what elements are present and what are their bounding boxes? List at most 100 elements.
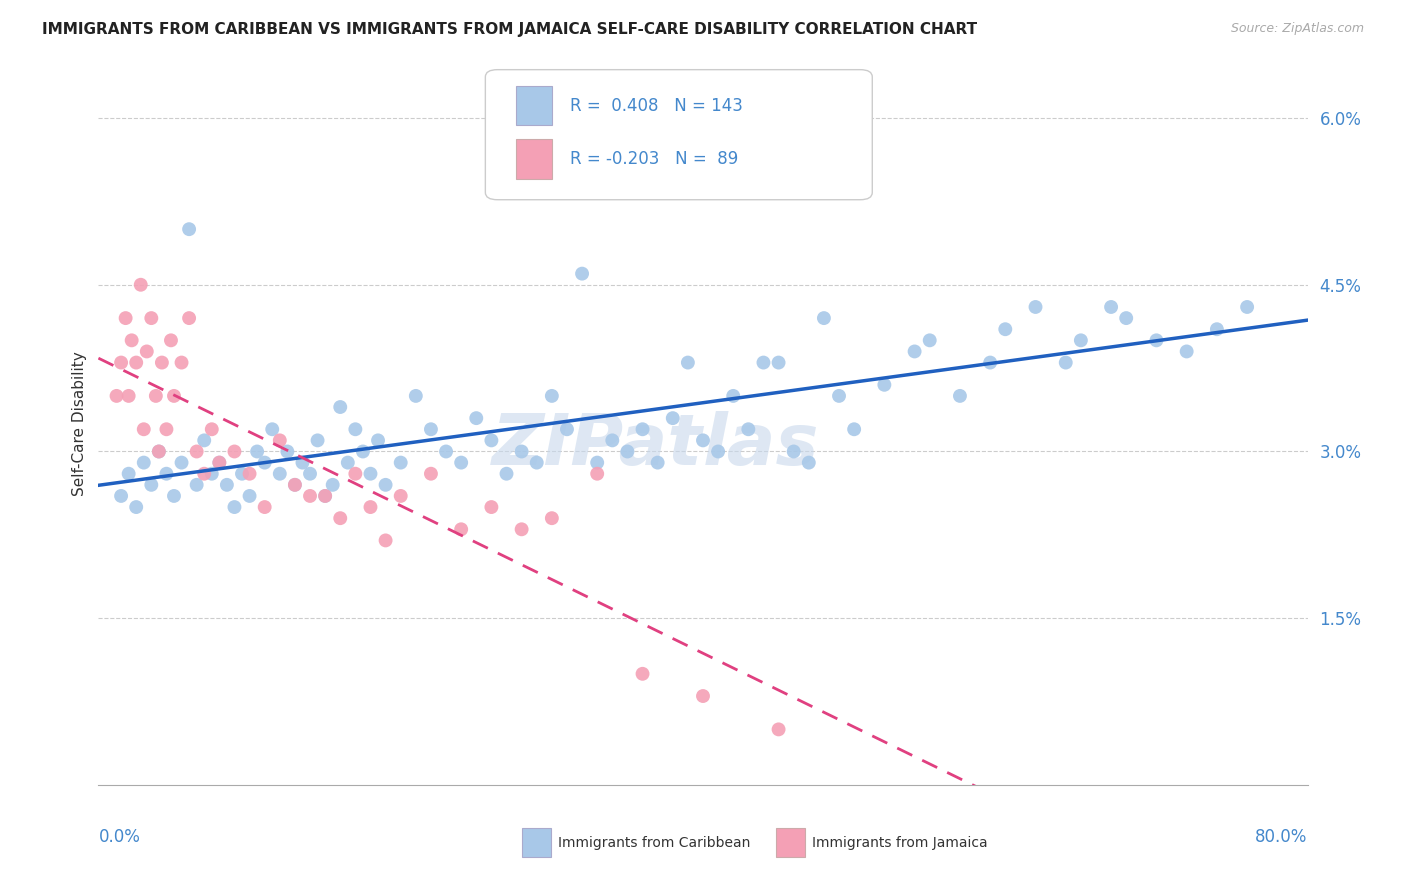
Point (367, 434, 389, 448)
Point (723, 389, 745, 403)
Point (602, 434, 624, 448)
Point (179, 311, 201, 326)
Point (329, 400, 352, 414)
Text: R = -0.203   N =  89: R = -0.203 N = 89 (569, 150, 738, 168)
Text: las: las (703, 411, 820, 480)
Text: IMMIGRANTS FROM CARIBBEAN VS IMMIGRANTS FROM JAMAICA SELF-CARE DISABILITY CORREL: IMMIGRANTS FROM CARIBBEAN VS IMMIGRANTS … (42, 22, 977, 37)
FancyBboxPatch shape (516, 86, 551, 126)
Point (105, 389, 128, 403)
Point (160, 334, 183, 348)
Point (692, 434, 714, 448)
Point (145, 389, 167, 403)
Point (163, 489, 186, 503)
Point (269, 434, 291, 448)
Point (118, 467, 141, 481)
Point (208, 456, 231, 470)
Text: Immigrants from Jamaica: Immigrants from Jamaica (811, 836, 987, 850)
Point (374, 478, 396, 492)
Point (1115, 311, 1137, 326)
Point (465, 411, 488, 425)
Point (215, 478, 238, 492)
Point (208, 456, 231, 470)
Point (314, 489, 336, 503)
Point (150, 355, 173, 369)
Point (114, 311, 136, 326)
Point (481, 434, 503, 448)
Text: Immigrants from Caribbean: Immigrants from Caribbean (558, 836, 751, 850)
Point (322, 478, 344, 492)
Point (170, 355, 193, 369)
Point (979, 355, 1001, 369)
Point (121, 334, 143, 348)
Point (239, 489, 262, 503)
Point (873, 377, 896, 392)
Point (1236, 300, 1258, 314)
Point (262, 422, 284, 436)
Point (661, 411, 683, 425)
Point (253, 456, 276, 470)
Point (246, 444, 269, 458)
Text: ZIPat: ZIPat (492, 411, 703, 480)
Point (125, 500, 148, 514)
Point (1146, 334, 1168, 348)
Point (510, 444, 533, 458)
Text: 80.0%: 80.0% (1256, 829, 1308, 847)
Point (307, 434, 329, 448)
Point (193, 434, 215, 448)
Point (737, 422, 759, 436)
Point (586, 456, 609, 470)
Text: Source: ZipAtlas.com: Source: ZipAtlas.com (1230, 22, 1364, 36)
Point (193, 467, 215, 481)
Point (828, 389, 851, 403)
Point (949, 389, 972, 403)
Point (631, 666, 654, 681)
Point (352, 444, 374, 458)
Point (360, 467, 382, 481)
Point (450, 456, 472, 470)
Point (299, 467, 322, 481)
Point (420, 422, 443, 436)
Point (186, 478, 208, 492)
Point (1070, 334, 1092, 348)
Point (269, 467, 291, 481)
Point (405, 389, 427, 403)
Point (1206, 322, 1229, 336)
Point (231, 467, 253, 481)
Point (186, 444, 208, 458)
Point (1054, 355, 1077, 369)
Point (163, 389, 186, 403)
Point (571, 267, 593, 281)
Point (110, 355, 132, 369)
Point (434, 444, 457, 458)
Point (540, 511, 562, 525)
Point (224, 444, 246, 458)
Point (336, 456, 359, 470)
Point (389, 489, 412, 503)
Point (179, 222, 201, 236)
Point (299, 489, 322, 503)
Point (141, 311, 163, 326)
Point (148, 444, 170, 458)
Point (450, 522, 472, 536)
Point (344, 422, 367, 436)
Point (201, 467, 224, 481)
Point (783, 444, 806, 458)
Text: R =  0.408   N = 143: R = 0.408 N = 143 (569, 96, 742, 114)
Point (110, 489, 132, 503)
Point (224, 500, 246, 514)
Point (201, 422, 224, 436)
Point (994, 322, 1017, 336)
Text: 0.0%: 0.0% (98, 829, 141, 847)
Point (676, 355, 699, 369)
Point (768, 355, 790, 369)
Point (420, 467, 443, 481)
Point (1175, 344, 1198, 359)
Point (314, 489, 336, 503)
Point (118, 389, 141, 403)
Point (284, 478, 307, 492)
Point (132, 422, 155, 436)
Point (631, 422, 654, 436)
Point (540, 389, 562, 403)
Point (752, 355, 775, 369)
Point (284, 478, 307, 492)
